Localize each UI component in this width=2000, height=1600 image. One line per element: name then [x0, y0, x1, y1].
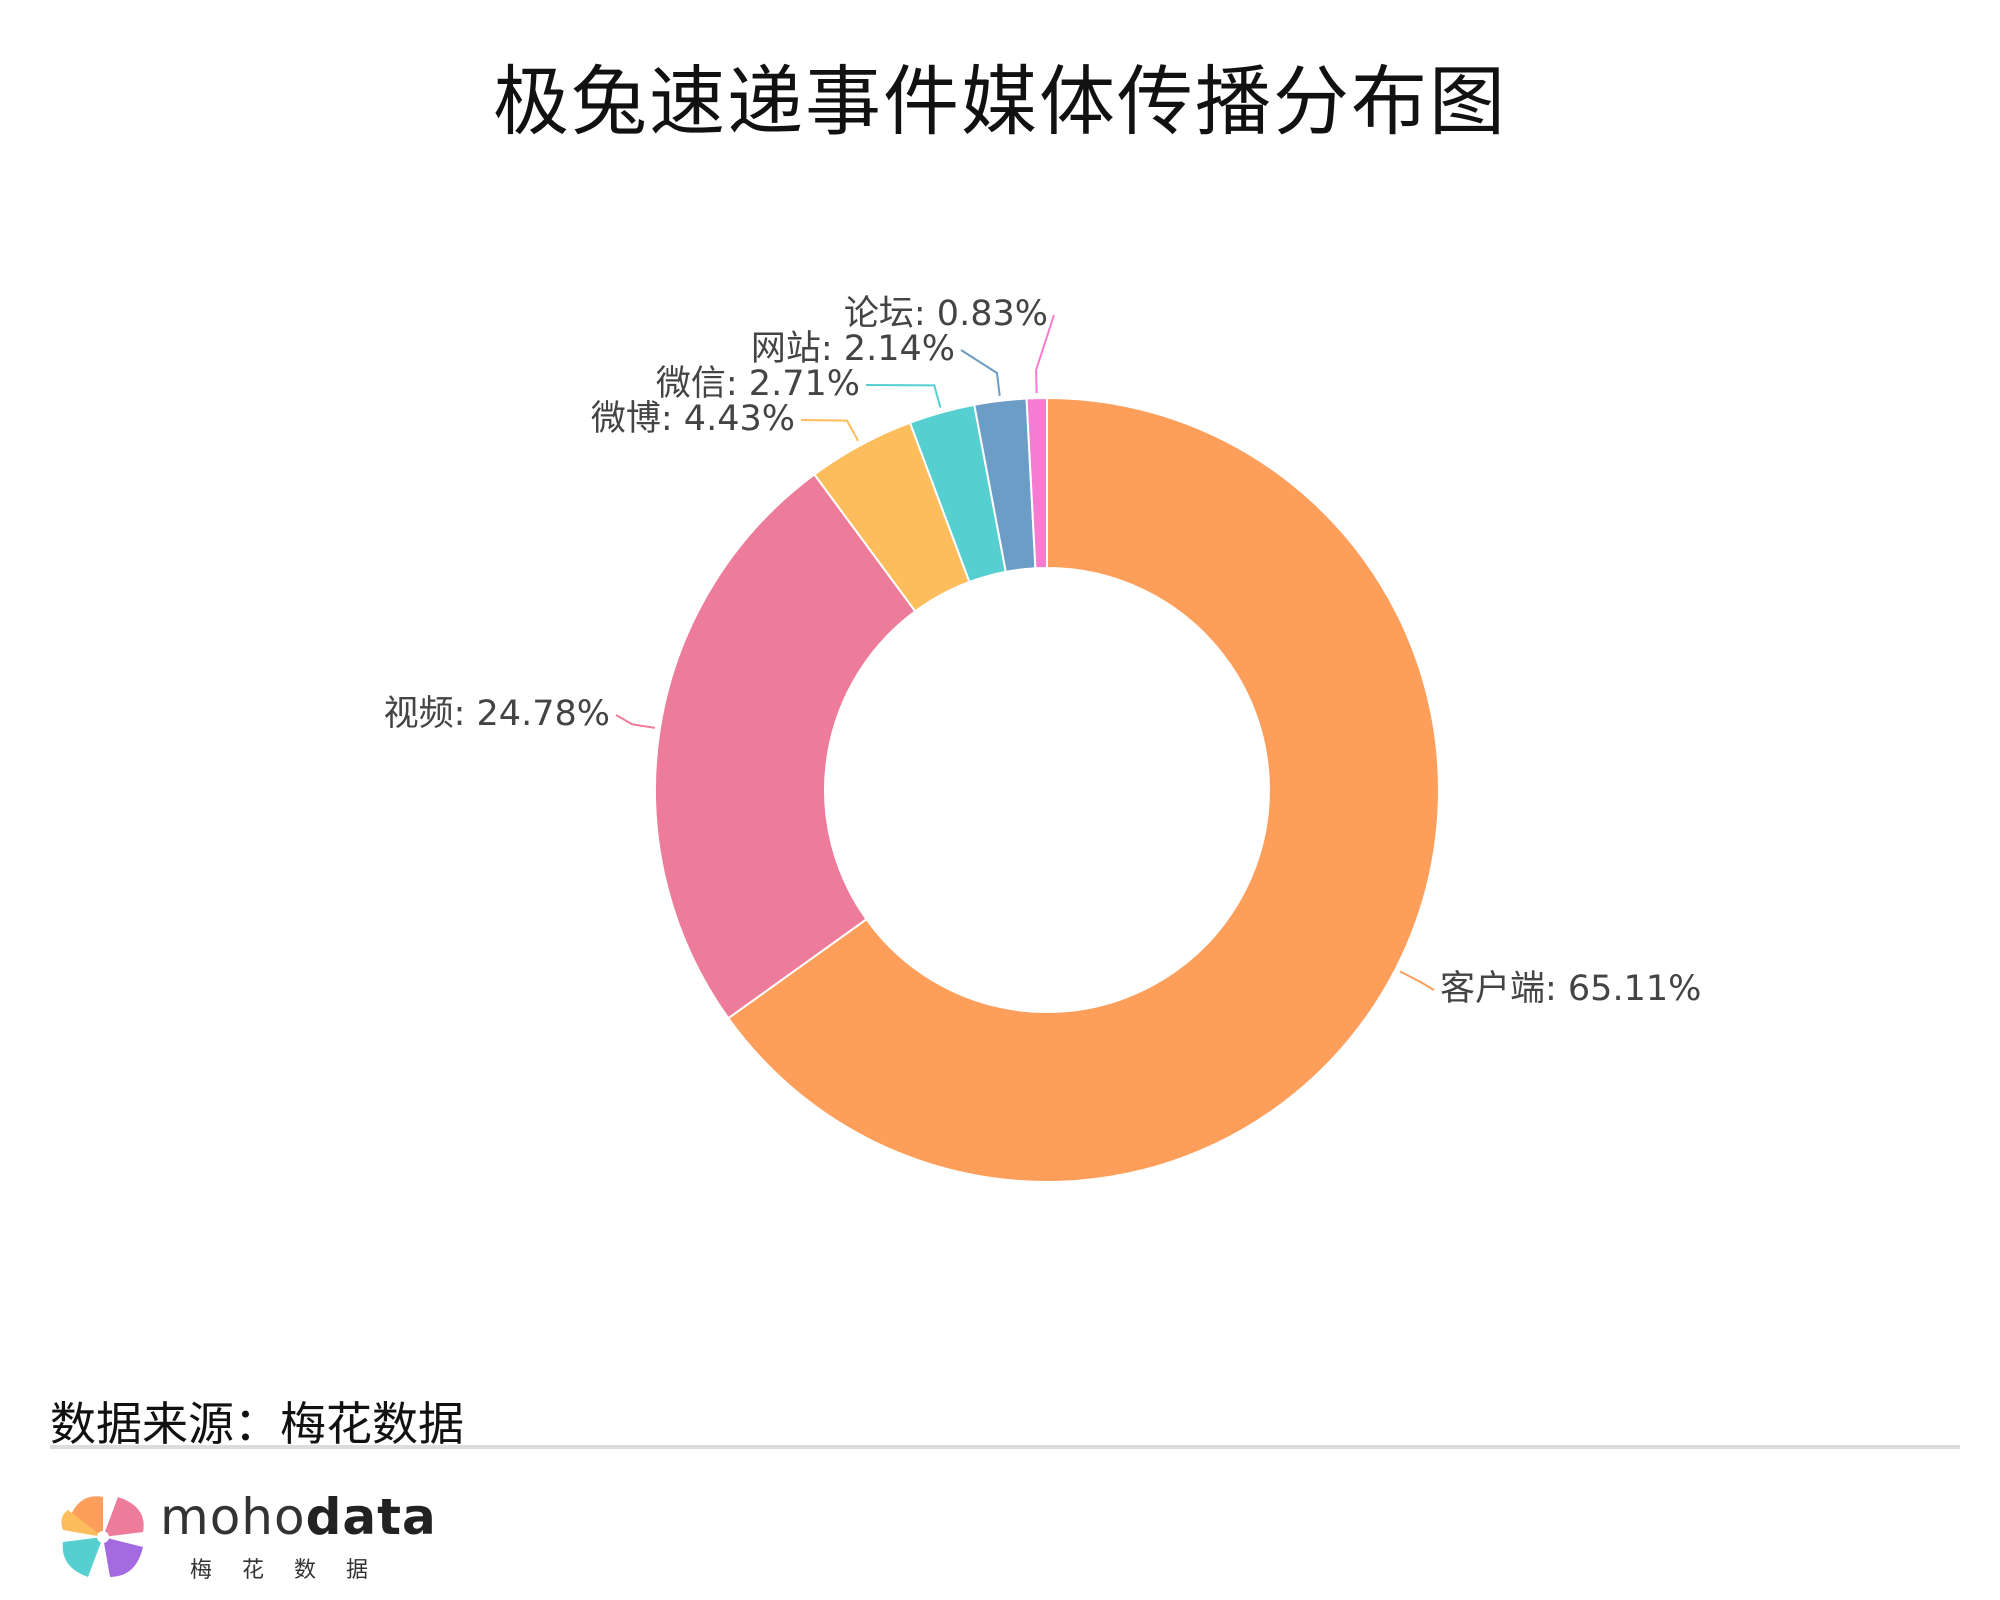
- brand-bold: data: [305, 1488, 437, 1546]
- leader-line-论坛: [1035, 314, 1055, 394]
- slice-客户端: [726, 396, 1440, 1183]
- leader-line-微信: [865, 384, 942, 408]
- brand-light: moho: [160, 1488, 306, 1546]
- slice-label-论坛: 论坛: 0.83%: [844, 294, 1048, 334]
- brand-subtitle: 梅花数据: [190, 1558, 399, 1583]
- slice-label-网站: 网站: 2.14%: [751, 329, 955, 369]
- slice-视频: [654, 473, 917, 1020]
- slice-论坛: [1025, 396, 1048, 570]
- slice-label-微信: 微信: 2.71%: [656, 364, 860, 404]
- leader-line-客户端: [1399, 970, 1435, 991]
- labels-group: 客户端: 65.11% 视频: 24.78% 微博: 4.43%微信: 2.71%网…: [384, 294, 1702, 1009]
- donut-chart: 客户端: 65.11% 视频: 24.78% 微博: 4.43%微信: 2.71%网…: [384, 294, 1702, 1183]
- brand-wordmark: mohodata: [160, 1488, 437, 1546]
- leader-line-视频: [615, 714, 656, 729]
- mohodata-logo-icon: [61, 1496, 144, 1577]
- footer-divider: [50, 1445, 1960, 1449]
- slice-label-微博: 微博: 4.43%: [591, 399, 795, 439]
- leader-line-网站: [960, 349, 1001, 396]
- chart-title: 极兔速递事件媒体传播分布图: [493, 57, 1507, 146]
- slice-label-客户端: 客户端: 65.11%: [1440, 969, 1701, 1009]
- leader-lines-group: [615, 314, 1435, 991]
- slice-label-视频: 视频: 24.78%: [384, 694, 610, 734]
- leader-line-微博: [800, 419, 859, 442]
- slices-group: [654, 396, 1440, 1183]
- data-source-note: 数据来源：梅花数据: [50, 1397, 464, 1451]
